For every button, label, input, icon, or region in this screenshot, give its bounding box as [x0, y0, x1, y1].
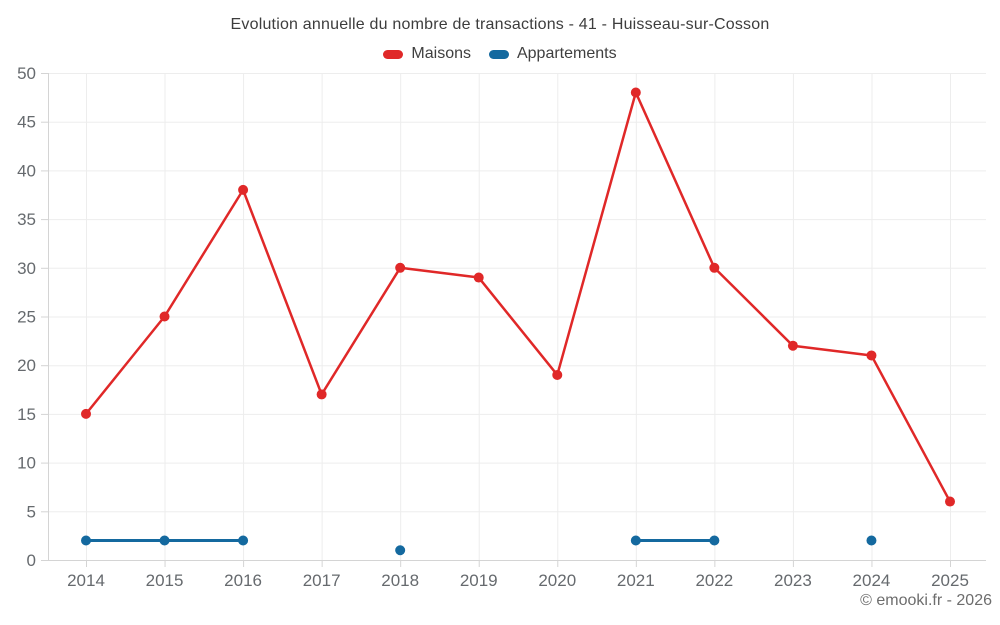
data-point-maisons [630, 87, 641, 98]
data-point-maisons [159, 311, 170, 322]
data-point-maisons [945, 496, 955, 507]
y-tick-label: 25 [17, 308, 36, 327]
gridlines [48, 73, 986, 561]
y-axis-labels: 0 5 10 15 20 25 30 35 40 45 50 [17, 64, 36, 570]
data-point-appartements [238, 535, 249, 546]
legend-label-maisons: Maisons [411, 45, 471, 62]
axes [41, 73, 986, 567]
data-point-maisons [552, 369, 563, 380]
y-tick-label: 30 [17, 259, 36, 278]
y-tick-label: 20 [17, 356, 36, 375]
x-tick-label: 2018 [381, 571, 419, 590]
data-point-maisons [316, 389, 327, 400]
x-tick-label: 2021 [617, 571, 655, 590]
data-point-maisons [473, 272, 484, 283]
series-appartements [81, 535, 877, 556]
data-point-appartements [866, 535, 877, 546]
x-tick-label: 2025 [931, 571, 969, 590]
y-tick-label: 40 [17, 161, 36, 180]
data-point-maisons [81, 408, 91, 419]
x-tick-label: 2015 [146, 571, 184, 590]
y-tick-label: 15 [17, 405, 36, 424]
y-tick-label: 0 [27, 551, 36, 570]
x-axis-labels: 2014 2015 2016 2017 2018 2019 2020 2021 2022 2023… [67, 571, 969, 590]
legend-item-appartements[interactable]: Appartements [488, 45, 617, 63]
legend-swatch-maisons [383, 49, 404, 59]
data-point-appartements [630, 535, 641, 546]
x-tick-label: 2020 [538, 571, 576, 590]
legend-label-appartements: Appartements [516, 45, 617, 62]
data-point-appartements [81, 535, 91, 546]
data-point-maisons [395, 262, 406, 273]
legend-swatch-appartements [488, 49, 509, 59]
x-tick-label: 2024 [853, 571, 891, 590]
data-point-appartements [395, 545, 406, 556]
y-tick-label: 45 [17, 113, 36, 132]
data-point-appartements [159, 535, 170, 546]
y-tick-label: 5 [27, 502, 36, 521]
x-tick-label: 2022 [695, 571, 733, 590]
data-point-maisons [709, 262, 720, 273]
series-maisons [81, 87, 955, 507]
x-tick-label: 2023 [774, 571, 812, 590]
y-tick-label: 10 [17, 454, 36, 473]
y-tick-label: 35 [17, 210, 36, 229]
x-tick-label: 2016 [224, 571, 262, 590]
x-tick-label: 2019 [460, 571, 498, 590]
data-point-maisons [238, 184, 249, 195]
x-tick-label: 2017 [303, 571, 341, 590]
chart-title: Evolution annuelle du nombre de transact… [230, 16, 770, 33]
data-point-appartements [709, 535, 720, 546]
chart-legend: Maisons Appartements [0, 45, 1000, 63]
data-point-maisons [787, 340, 798, 351]
y-tick-label: 50 [17, 64, 36, 83]
credit-text: © emooki.fr - 2026 [860, 592, 992, 609]
x-tick-label: 2014 [67, 571, 105, 590]
data-point-maisons [866, 350, 877, 361]
legend-item-maisons[interactable]: Maisons [383, 45, 471, 63]
